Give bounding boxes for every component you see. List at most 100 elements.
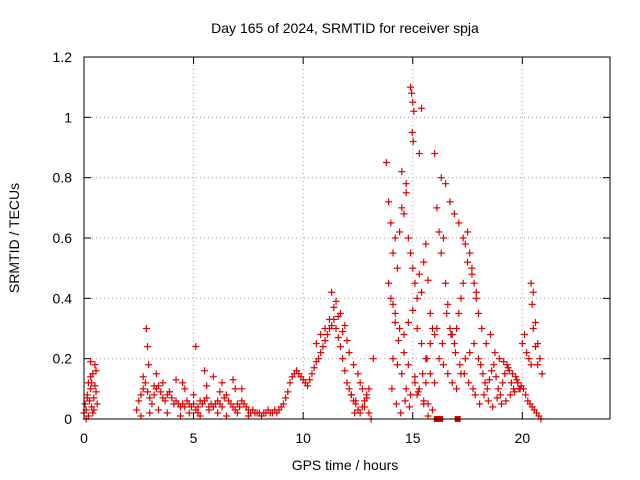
data-point — [435, 355, 443, 363]
data-point — [424, 276, 432, 284]
data-point — [489, 403, 497, 411]
data-point — [279, 400, 287, 408]
data-point — [420, 400, 428, 408]
data-point — [527, 279, 535, 287]
data-point — [89, 409, 97, 417]
data-point — [472, 294, 480, 302]
data-point — [499, 379, 507, 387]
data-point — [159, 379, 167, 387]
data-point — [321, 337, 329, 345]
data-point — [426, 370, 434, 378]
data-point — [387, 294, 395, 302]
x-tick-label: 0 — [80, 430, 88, 446]
data-point — [328, 288, 336, 296]
data-point — [398, 370, 406, 378]
data-point — [325, 315, 333, 323]
data-point — [534, 361, 542, 369]
data-point — [92, 367, 100, 375]
data-point — [498, 400, 506, 408]
data-point — [218, 403, 226, 411]
data-point — [521, 331, 529, 339]
data-point — [513, 376, 521, 384]
data-point — [388, 385, 396, 393]
data-point — [419, 370, 427, 378]
data-point — [397, 409, 405, 417]
data-point — [185, 409, 193, 417]
data-point — [317, 331, 325, 339]
data-point — [529, 325, 537, 332]
data-point — [161, 397, 169, 405]
data-point — [404, 234, 412, 242]
data-point — [155, 406, 163, 414]
data-point — [450, 340, 458, 348]
data-point — [137, 391, 145, 399]
data-point — [398, 204, 406, 212]
data-point — [179, 379, 187, 387]
data-point — [391, 318, 399, 326]
data-point — [343, 379, 351, 387]
data-point — [468, 264, 476, 272]
data-point — [507, 379, 515, 387]
data-point — [192, 343, 200, 351]
data-point — [144, 388, 152, 396]
data-point — [457, 294, 465, 302]
data-point — [345, 385, 353, 393]
data-point — [531, 343, 539, 351]
data-point — [453, 325, 461, 332]
data-point — [461, 240, 469, 248]
data-point — [529, 288, 537, 296]
data-point — [139, 373, 147, 381]
data-point — [190, 391, 198, 399]
data-point — [286, 379, 294, 387]
data-point — [409, 137, 417, 145]
data-point — [439, 234, 447, 242]
data-point — [422, 379, 430, 387]
data-point — [423, 355, 431, 363]
data-point — [413, 325, 421, 332]
data-point — [144, 343, 152, 351]
data-point — [420, 258, 428, 266]
data-point — [146, 394, 154, 402]
data-point — [238, 385, 246, 393]
data-point — [321, 325, 329, 332]
data-point — [396, 325, 404, 332]
data-point — [504, 364, 512, 372]
x-axis-title: GPS time / hours — [292, 457, 399, 473]
data-point — [148, 400, 156, 408]
y-tick-label: 1.2 — [53, 49, 73, 65]
data-point — [459, 279, 467, 287]
data-point — [363, 394, 371, 402]
data-point — [531, 318, 539, 326]
data-point — [145, 361, 153, 369]
data-point — [409, 98, 417, 106]
data-point — [476, 400, 484, 408]
x-tick-label: 10 — [295, 430, 311, 446]
data-point — [190, 400, 198, 408]
data-point — [244, 412, 252, 420]
data-point — [508, 370, 516, 378]
y-tick-label: 0.4 — [53, 290, 73, 306]
data-point — [306, 376, 314, 384]
data-point — [87, 358, 95, 366]
data-point — [415, 270, 423, 278]
data-point — [312, 340, 320, 348]
data-point — [407, 391, 415, 399]
data-point — [90, 406, 98, 414]
data-point — [209, 373, 217, 381]
data-point — [411, 279, 419, 287]
data-point — [415, 150, 423, 158]
data-point — [538, 370, 546, 378]
data-point — [464, 258, 472, 266]
data-point — [141, 379, 149, 387]
data-point — [336, 343, 344, 351]
data-point — [341, 321, 349, 329]
data-point — [459, 234, 467, 242]
data-point — [444, 300, 452, 308]
data-point — [343, 337, 351, 345]
data-point — [485, 376, 493, 384]
data-point — [92, 388, 100, 396]
data-point — [328, 321, 336, 329]
data-point — [203, 394, 211, 402]
data-point — [365, 409, 373, 417]
data-point — [91, 382, 99, 390]
